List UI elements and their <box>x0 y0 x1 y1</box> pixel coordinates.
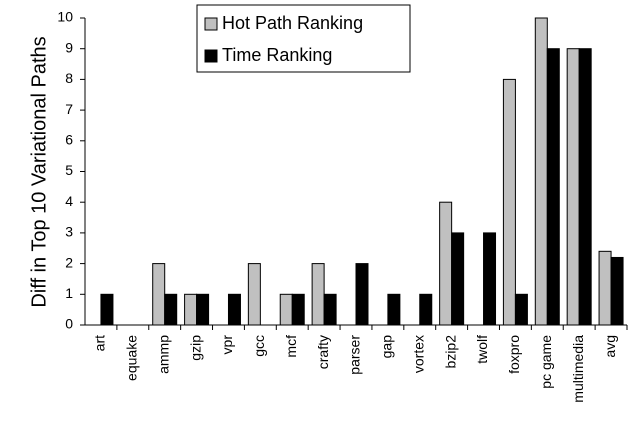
legend-swatch <box>204 17 218 31</box>
bar <box>514 293 528 326</box>
x-tick-label: avg <box>602 335 618 358</box>
bar <box>291 293 305 326</box>
legend-swatch <box>204 49 218 63</box>
x-tick-label: crafty <box>315 335 331 369</box>
y-tick-label: 1 <box>65 285 73 301</box>
legend-label: Time Ranking <box>222 45 332 65</box>
y-tick-label: 9 <box>65 39 73 55</box>
bar <box>152 263 166 326</box>
bar <box>387 293 401 326</box>
y-tick-label: 4 <box>65 193 73 209</box>
x-tick-label: gap <box>379 335 395 359</box>
bar <box>578 48 592 326</box>
bar <box>279 293 293 326</box>
bar <box>184 293 198 326</box>
bar <box>546 48 560 326</box>
x-tick-label: parser <box>347 335 363 375</box>
bar <box>483 232 497 326</box>
y-tick-label: 6 <box>65 132 73 148</box>
bar <box>247 263 261 326</box>
x-tick-label: ammp <box>155 335 171 374</box>
bar <box>196 293 210 326</box>
y-tick-label: 0 <box>65 316 73 332</box>
y-tick-label: 3 <box>65 224 73 240</box>
legend-box <box>196 4 411 73</box>
x-tick-label: mcf <box>283 335 299 358</box>
bar <box>534 17 548 326</box>
x-tick-label: gzip <box>187 335 203 361</box>
x-tick-label: vpr <box>219 335 235 355</box>
bar <box>419 293 433 326</box>
bar <box>502 78 516 326</box>
y-tick-label: 2 <box>65 254 73 270</box>
bar <box>439 201 453 326</box>
x-tick-label: pc game <box>538 335 554 389</box>
y-tick-label: 10 <box>57 9 73 25</box>
y-tick-label: 5 <box>65 162 73 178</box>
bar <box>566 48 580 326</box>
x-tick-label: vortex <box>410 335 426 373</box>
x-tick-label: bzip2 <box>442 335 458 369</box>
bar <box>164 293 178 326</box>
bar <box>451 232 465 326</box>
x-tick-label: multimedia <box>570 335 586 403</box>
x-tick-label: art <box>92 335 108 351</box>
bar <box>355 263 369 326</box>
legend-label: Hot Path Ranking <box>222 13 363 33</box>
bar <box>610 256 624 326</box>
y-tick-label: 7 <box>65 101 73 117</box>
y-axis-label: Diff in Top 10 Variational Paths <box>28 36 50 307</box>
bar <box>100 293 114 326</box>
bar <box>598 250 612 326</box>
x-tick-label: gcc <box>251 335 267 357</box>
x-tick-label: foxpro <box>506 335 522 374</box>
bar <box>227 293 241 326</box>
bar <box>311 263 325 326</box>
y-tick-label: 8 <box>65 70 73 86</box>
x-tick-label: twolf <box>474 335 490 364</box>
x-tick-label: equake <box>124 335 140 381</box>
bar <box>323 293 337 326</box>
